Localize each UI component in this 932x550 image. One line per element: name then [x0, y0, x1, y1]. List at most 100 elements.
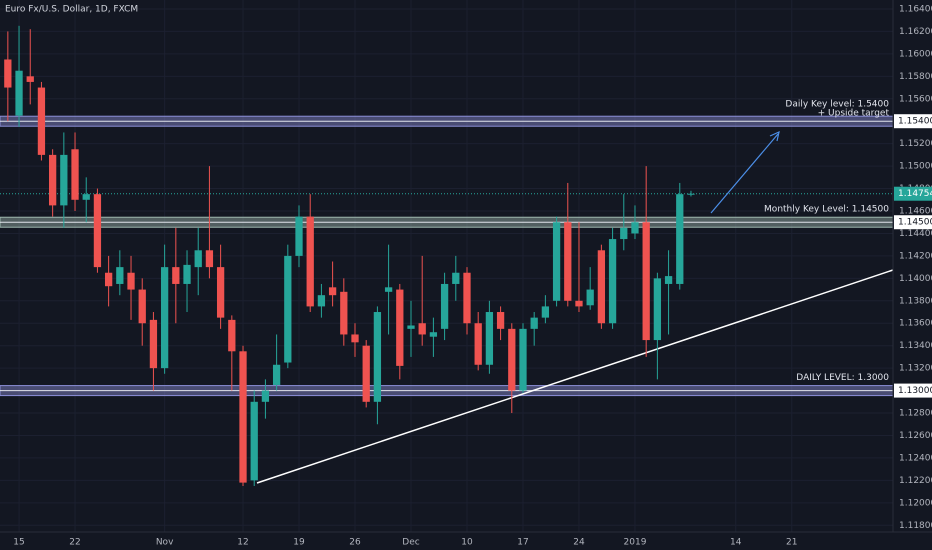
candles: [4, 25, 695, 486]
candle-body: [340, 291, 348, 335]
candle-body: [272, 364, 281, 385]
y-tick-label: 1.12800: [899, 409, 932, 419]
candle-body: [687, 193, 695, 195]
candle-body: [194, 250, 202, 268]
candle-body: [418, 323, 426, 335]
candle-body: [351, 334, 359, 343]
y-tick-label: 1.14200: [899, 251, 932, 261]
x-tick-label: 10: [461, 538, 473, 548]
trend-line: [256, 269, 894, 484]
candle-body: [127, 272, 135, 290]
arrow: [710, 133, 779, 214]
candle-body: [575, 300, 583, 307]
last-price-label: 1.14754: [898, 189, 932, 199]
candle-body: [631, 222, 639, 234]
candle-body: [564, 222, 572, 301]
candle-body: [284, 255, 292, 363]
y-tick-label: 1.11800: [899, 521, 932, 531]
x-tick-label: 26: [349, 538, 361, 548]
x-tick-label: 24: [573, 538, 585, 548]
candle-body: [250, 401, 258, 481]
candle-body: [407, 325, 415, 329]
candle-body: [295, 216, 303, 256]
level-price-tag: [894, 383, 932, 398]
candle-body: [183, 264, 191, 284]
level-price-label: 1.14500: [898, 218, 932, 228]
y-tick-label: 1.14000: [899, 274, 932, 284]
level-price-label: 1.15400: [898, 117, 932, 127]
x-tick-label: 12: [237, 538, 248, 548]
candle-body: [373, 312, 382, 402]
candle-body: [530, 317, 538, 329]
candle-body: [485, 312, 494, 365]
y-tick-label: 1.15800: [899, 72, 932, 82]
candle-body: [541, 306, 550, 318]
y-tick-label: 1.14600: [899, 207, 932, 217]
y-tick-label: 1.14400: [899, 229, 932, 239]
x-tick-label: 22: [69, 538, 80, 548]
candle-body: [205, 250, 214, 268]
candle-body: [620, 227, 628, 240]
x-tick-label: 21: [786, 538, 797, 548]
candle-body: [519, 328, 527, 391]
candle-body: [4, 59, 12, 88]
candle-body: [261, 390, 270, 402]
candle-body: [216, 267, 225, 318]
y-tick-label: 1.13800: [899, 296, 932, 306]
y-tick-label: 1.15200: [899, 139, 932, 149]
y-tick-label: 1.15000: [899, 162, 932, 172]
candle-body: [138, 289, 146, 324]
candle-body: [15, 70, 23, 116]
candle-body: [116, 267, 124, 284]
level-annotation: + Upside target: [818, 109, 890, 119]
x-tick-label: 2019: [624, 538, 647, 548]
y-tick-label: 1.12400: [899, 453, 932, 463]
axis-labels: 1.11800 1.12000 1.12200 1.12400 1.12600 1.128…: [13, 4, 932, 548]
candle-body: [71, 149, 79, 200]
y-tick-label: 1.12600: [899, 431, 932, 441]
candle-body: [653, 278, 662, 341]
chart-title: Euro Fx/U.S. Dollar, 1D, FXCM: [5, 5, 138, 15]
candle-body: [597, 250, 606, 324]
candle-body: [306, 216, 314, 307]
y-tick-label: 1.13400: [899, 341, 932, 351]
candle-body: [317, 295, 326, 307]
levels: Daily Key level: 1.5400+ Upside target Mo…: [0, 100, 894, 397]
candle-body: [60, 154, 68, 206]
y-tick-label: 1.12000: [899, 498, 932, 508]
level-price-tag: [894, 215, 932, 230]
candle-body: [642, 222, 650, 341]
candle-body: [149, 319, 158, 369]
candle-body: [496, 312, 505, 329]
y-tick-label: 1.15600: [899, 94, 932, 104]
x-tick-label: Dec: [402, 538, 419, 548]
candle-body: [676, 194, 684, 284]
candle-body: [328, 287, 337, 296]
x-tick-label: 15: [13, 538, 24, 548]
candle-body: [664, 276, 673, 284]
candle-body: [172, 267, 180, 284]
x-tick-label: 19: [293, 538, 305, 548]
y-tick-label: 1.16200: [899, 27, 932, 37]
candle-body: [93, 194, 102, 268]
candle-body: [396, 289, 404, 366]
y-tick-label: 1.16000: [899, 49, 932, 59]
candle-body: [160, 267, 169, 369]
candle-body: [608, 239, 617, 324]
candle-body: [508, 328, 516, 391]
candle-body: [82, 194, 90, 200]
candle-body: [552, 222, 561, 301]
y-tick-label: 1.16400: [899, 4, 932, 14]
x-tick-label: 17: [517, 538, 528, 548]
candle-body: [26, 76, 34, 82]
candle-body: [429, 332, 438, 337]
x-tick-label: Nov: [156, 538, 174, 548]
candle-body: [463, 272, 471, 324]
last-price-tag: [894, 186, 932, 201]
candle-body: [104, 272, 113, 287]
candle-body: [384, 287, 393, 292]
y-tick-label: 1.13200: [899, 364, 932, 374]
level-annotation: DAILY LEVEL: 1.3000: [796, 373, 889, 383]
y-tick-label: 1.13600: [899, 319, 932, 329]
candle-body: [452, 272, 460, 284]
